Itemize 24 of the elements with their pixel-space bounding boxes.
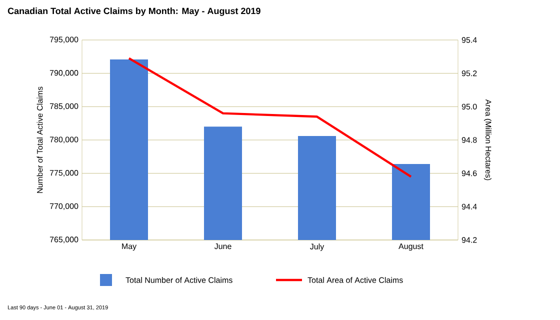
y-tick-label: 795,000 (50, 36, 78, 44)
x-tick-label: June (214, 244, 232, 250)
legend-label: Total Number of Active Claims (126, 277, 232, 283)
y2-tick-label: 95.2 (462, 70, 477, 76)
y2-axis-title: Area (Million Hectares) (484, 99, 492, 180)
x-tick-label: August (398, 244, 424, 251)
y-axis-title: Number of Total Active Claims (36, 86, 43, 193)
y-tick-label: 780,000 (50, 136, 78, 144)
y2-tick-label: 94.6 (462, 170, 477, 176)
y-tick-label: 765,000 (50, 236, 78, 244)
y-tick-label: 775,000 (50, 170, 78, 177)
chart-title: Canadian Total Active Claims by Month: May - August 2019 (8, 8, 260, 16)
y2-tick-label: 95.4 (462, 37, 477, 43)
y2-tick-label: 95.0 (462, 104, 477, 110)
legend-label: Total Area of Active Claims (308, 277, 403, 283)
y-tick-label: 785,000 (50, 103, 78, 110)
line-series (128, 57, 412, 178)
y-tick-label: 790,000 (50, 70, 78, 77)
y2-tick-label: 94.8 (462, 137, 477, 143)
y2-tick-label: 94.4 (462, 204, 477, 210)
y-tick-label: 770,000 (50, 203, 78, 210)
x-tick-label: May (122, 244, 137, 251)
y2-tick-label: 94.2 (462, 237, 477, 243)
x-tick-label: July (310, 244, 324, 251)
